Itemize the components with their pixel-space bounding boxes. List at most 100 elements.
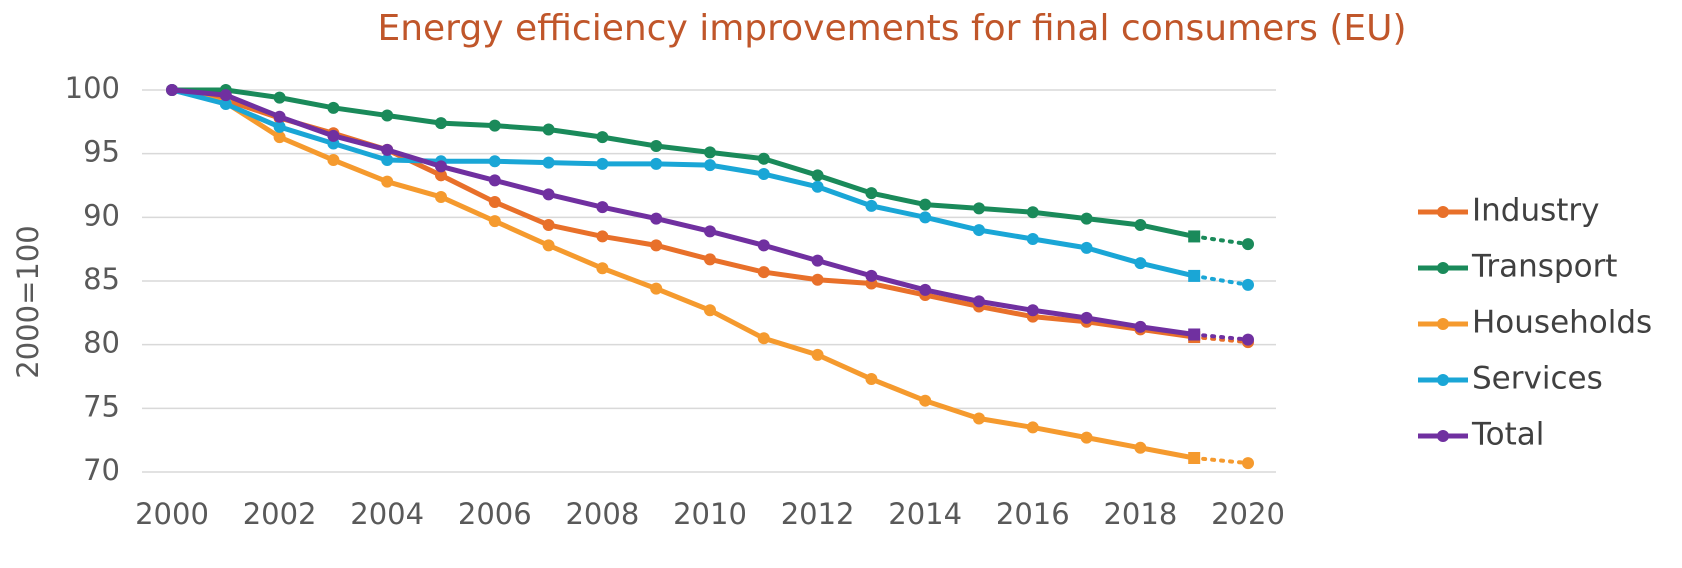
marker: [542, 123, 555, 136]
legend-marker: [1437, 262, 1449, 274]
y-tick-label: 70: [83, 453, 120, 487]
marker: [488, 215, 501, 228]
marker: [704, 146, 716, 159]
marker: [865, 373, 878, 386]
marker: [1242, 278, 1254, 291]
marker: [219, 89, 232, 102]
x-tick-label: 2002: [243, 497, 317, 531]
marker: [650, 212, 663, 225]
y-tick-label: 85: [83, 262, 120, 296]
marker: [811, 254, 824, 267]
marker: [811, 273, 824, 286]
marker: [1026, 421, 1039, 434]
line-projection: [1192, 335, 1250, 345]
marker: [596, 201, 609, 214]
marker: [542, 239, 555, 252]
marker: [704, 159, 716, 172]
legend-label: Households: [1472, 305, 1652, 341]
marker: [650, 239, 663, 252]
marker: [435, 169, 447, 182]
x-tick-label: 2012: [781, 497, 855, 531]
legend-marker: [1437, 374, 1449, 386]
marker: [704, 253, 716, 266]
chart-title: Energy efficiency improvements for final…: [377, 8, 1406, 49]
x-tick-label: 2018: [1103, 497, 1177, 531]
legend-marker: [1437, 206, 1449, 218]
marker: [381, 154, 394, 167]
marker: [273, 110, 286, 123]
legend-label: Transport: [1471, 249, 1617, 285]
x-tick-label: 2008: [565, 497, 639, 531]
marker: [273, 131, 286, 144]
marker: [973, 224, 985, 237]
marker: [973, 412, 985, 425]
line: [171, 87, 1195, 461]
legend-marker: [1437, 318, 1449, 330]
marker: [757, 332, 770, 345]
y-axis-label: 2000=100: [11, 225, 45, 378]
x-tick-label: 2016: [996, 497, 1070, 531]
line: [171, 87, 1195, 337]
marker: [704, 225, 716, 238]
marker: [973, 295, 985, 308]
marker: [596, 230, 609, 243]
marker: [1080, 212, 1093, 225]
marker: [919, 211, 932, 224]
marker: [811, 180, 824, 193]
marker: [757, 266, 770, 279]
marker: [542, 218, 555, 231]
marker: [973, 202, 985, 215]
marker: [757, 168, 770, 181]
marker: [919, 283, 932, 296]
y-tick-label: 80: [83, 326, 120, 360]
marker: [327, 101, 340, 114]
marker: [542, 156, 555, 169]
marker: [381, 143, 394, 156]
marker: [1188, 451, 1201, 464]
y-tick-label: 95: [83, 135, 120, 169]
marker: [1242, 333, 1254, 346]
marker: [381, 109, 394, 122]
x-tick-label: 2000: [135, 497, 209, 531]
marker: [435, 160, 447, 173]
marker: [650, 140, 663, 153]
marker: [327, 154, 340, 167]
marker: [488, 174, 501, 187]
marker: [1188, 269, 1201, 282]
marker: [1080, 311, 1093, 324]
marker: [1242, 238, 1254, 251]
marker: [1080, 241, 1093, 254]
marker: [757, 152, 770, 165]
marker: [865, 199, 878, 212]
marker: [865, 187, 878, 200]
marker: [596, 262, 609, 275]
marker: [596, 157, 609, 170]
y-tick-label: 75: [83, 389, 120, 423]
marker: [865, 269, 878, 282]
x-tick-label: 2014: [888, 497, 962, 531]
marker: [1026, 304, 1039, 317]
marker: [919, 394, 932, 407]
line-projection: [1192, 234, 1250, 247]
marker: [435, 117, 447, 130]
marker: [273, 91, 286, 104]
line: [171, 87, 1195, 279]
marker: [1134, 257, 1147, 270]
marker: [1188, 230, 1201, 243]
x-tick-label: 2020: [1211, 497, 1285, 531]
marker: [1188, 328, 1201, 341]
marker: [811, 348, 824, 361]
marker: [1026, 206, 1039, 219]
marker: [542, 188, 555, 201]
y-tick-label: 100: [65, 71, 120, 105]
line-projection: [1192, 273, 1250, 287]
marker: [596, 131, 609, 144]
line: [172, 87, 1195, 239]
line-projection: [1192, 332, 1250, 342]
marker: [435, 190, 447, 203]
marker: [1080, 431, 1093, 444]
marker: [1026, 232, 1039, 245]
marker: [811, 169, 824, 182]
y-tick-label: 90: [83, 198, 120, 232]
